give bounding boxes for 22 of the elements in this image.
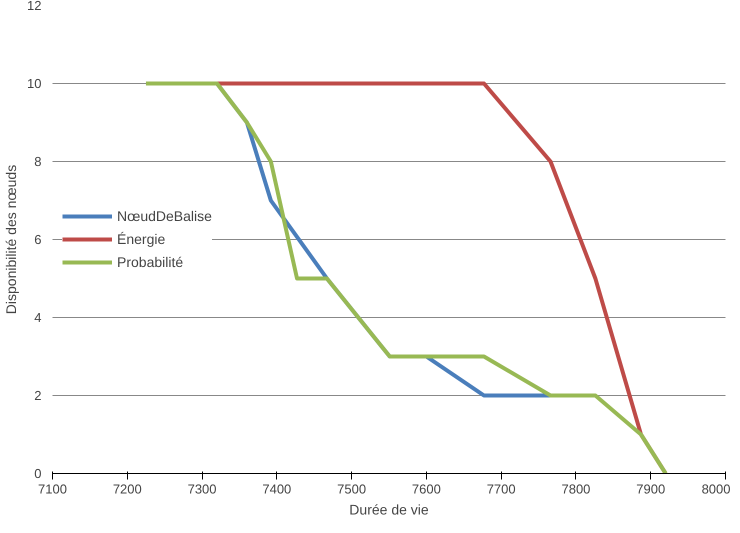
x-tick-label: 7600 xyxy=(412,482,441,496)
x-axis-title: Durée de vie xyxy=(349,502,429,518)
x-tick-label: 8000 xyxy=(702,482,730,496)
y-tick-label: 4 xyxy=(34,310,42,325)
y-tick-label: 8 xyxy=(34,154,42,169)
x-tick-label: 7700 xyxy=(486,482,516,496)
x-tick-label: 7200 xyxy=(112,482,142,496)
legend-label: Probabilité xyxy=(117,254,184,270)
y-tick-label: 6 xyxy=(34,232,42,247)
x-tick-label: 7400 xyxy=(262,482,292,496)
x-tick-label: 7900 xyxy=(636,482,666,496)
x-tick-label: 7300 xyxy=(188,482,217,496)
y-tick-label: 2 xyxy=(34,388,42,403)
legend-label: NœudDeBalise xyxy=(117,208,212,224)
x-tick-label: 7100 xyxy=(38,482,67,496)
legend-label: Énergie xyxy=(117,231,166,247)
x-tick-label: 7500 xyxy=(337,482,366,496)
y-axis-title: Disponibilité des nœuds xyxy=(3,164,20,314)
y-tick-label: 10 xyxy=(27,76,42,91)
y-tick-label: 0 xyxy=(34,466,42,481)
x-tick-label: 7800 xyxy=(561,482,590,496)
y-tick-label: 12 xyxy=(27,0,42,13)
